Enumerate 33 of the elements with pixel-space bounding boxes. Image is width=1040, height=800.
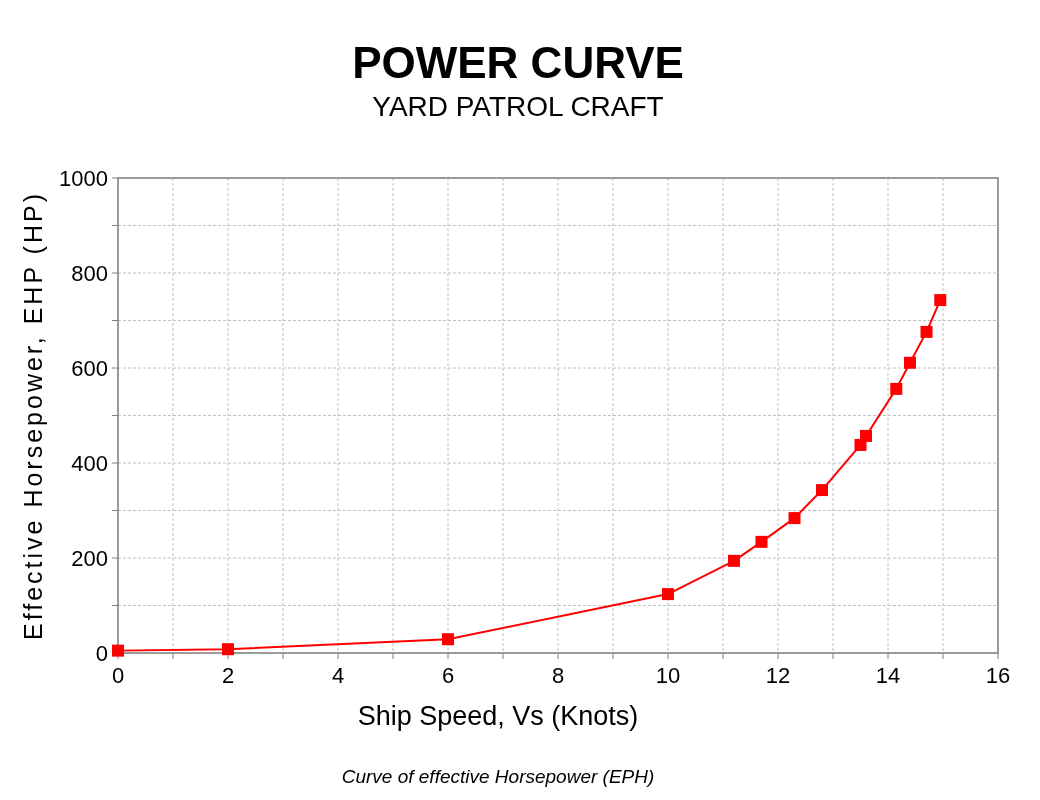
text: Curve of effective Horsepower (EPH) bbox=[341, 766, 655, 787]
y-tick-label: 400 bbox=[71, 451, 108, 476]
point bbox=[112, 644, 124, 657]
chart-title: POWER CURVE bbox=[352, 38, 684, 87]
point bbox=[662, 588, 674, 601]
x-tick-label: 10 bbox=[655, 663, 681, 688]
y-tick-label: 800 bbox=[71, 261, 108, 286]
x-tick-label: 8 bbox=[551, 663, 565, 688]
x-tick-label: 14 bbox=[875, 663, 901, 688]
point bbox=[222, 643, 234, 656]
x-tick-label: 16 bbox=[985, 663, 1011, 688]
point bbox=[890, 382, 903, 395]
x-tick-label: 4 bbox=[331, 663, 345, 688]
y-tick-label: 0 bbox=[95, 641, 108, 666]
y-tick-label: 600 bbox=[71, 356, 108, 381]
point bbox=[755, 535, 768, 548]
point bbox=[788, 512, 801, 525]
point bbox=[934, 294, 947, 307]
point bbox=[904, 356, 916, 369]
point bbox=[728, 554, 740, 567]
x-tick-label: 6 bbox=[441, 663, 455, 688]
x-tick-label: 0 bbox=[111, 663, 125, 688]
x-tick-label: 12 bbox=[765, 663, 791, 688]
point bbox=[816, 484, 828, 497]
x-tick-label: 2 bbox=[221, 663, 235, 688]
y-tick-label: 1000 bbox=[59, 166, 108, 191]
point bbox=[920, 325, 933, 338]
point bbox=[860, 429, 872, 442]
y-axis-title: Effective Horsepower, EHP (HP) bbox=[19, 191, 47, 640]
y-tick-label: 200 bbox=[71, 546, 108, 571]
x-axis-title: Ship Speed, Vs (Knots) bbox=[357, 701, 639, 731]
point bbox=[442, 633, 454, 646]
chart-subtitle: YARD PATROL CRAFT bbox=[372, 91, 664, 122]
